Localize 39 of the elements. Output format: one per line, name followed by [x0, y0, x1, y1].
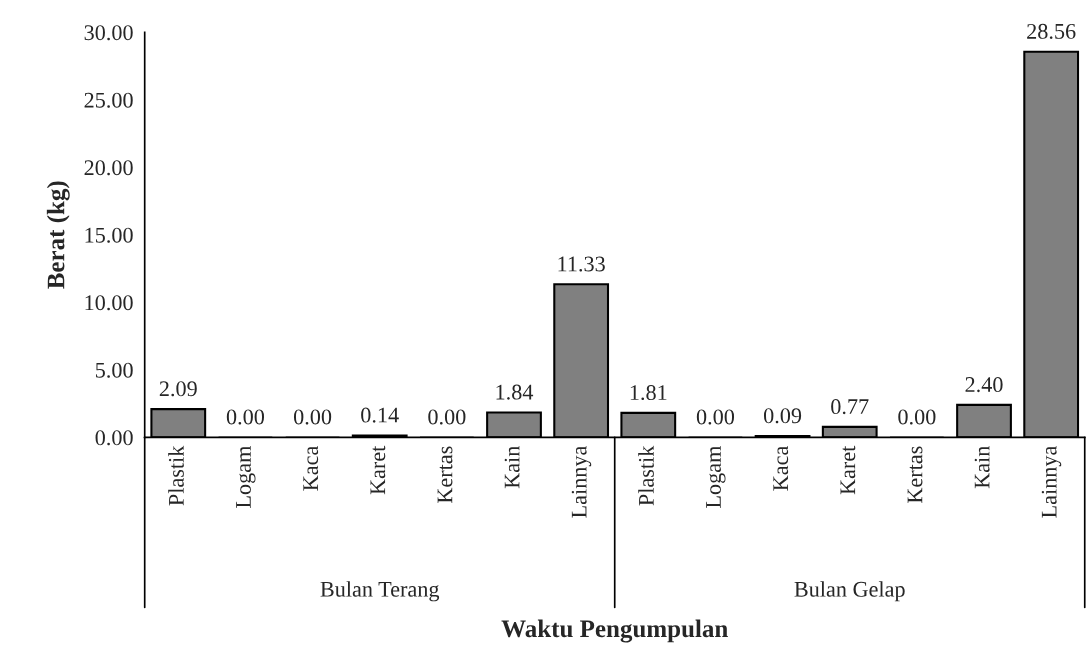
y-tick-label: 25.00: [84, 92, 133, 108]
data-label: 1.84: [496, 384, 534, 400]
y-axis-title: Berat (kg): [46, 181, 70, 289]
x-tick-label: Plastik: [168, 445, 184, 506]
x-tick-label: Logam: [706, 445, 726, 508]
x-tick-label: Karet: [370, 445, 386, 495]
data-label: 0.00: [226, 409, 265, 425]
data-label: 0.00: [898, 409, 936, 425]
data-label: 0.77: [831, 399, 869, 415]
x-tick-label: Kain: [504, 445, 520, 489]
data-label: 0.00: [696, 409, 735, 425]
data-label: 28.56: [1027, 23, 1076, 39]
x-tick-label: Kertas: [437, 446, 453, 503]
y-tick-label: 10.00: [85, 295, 133, 311]
text: Bulan Gelap: [794, 581, 905, 602]
data-label: 0.09: [763, 408, 802, 424]
x-tick-label: Kaca: [773, 445, 789, 491]
x-tick-label: Kain: [974, 445, 990, 489]
x-tick-label: Kaca: [303, 445, 319, 491]
y-tick-label: 5.00: [96, 362, 133, 378]
x-tick-label: Plastik: [638, 445, 654, 506]
x-axis-title: Waktu Pengumpulan: [501, 619, 728, 643]
data-label: 0.14: [361, 407, 399, 423]
x-tick-label: Lainnya: [1041, 445, 1062, 518]
x-tick-label: Kertas: [907, 446, 923, 503]
y-tick-label: 0.00: [95, 430, 133, 446]
y-tick-label: 30.00: [84, 25, 133, 41]
x-tick-label: Karet: [840, 445, 856, 495]
data-label: 0.00: [293, 409, 332, 425]
y-tick-label: 15.00: [85, 227, 133, 243]
data-label: 11.33: [558, 256, 605, 272]
y-tick-label: 20.00: [84, 160, 133, 176]
data-label: 2.40: [965, 377, 1003, 393]
x-tick-label: Lainnya: [571, 445, 592, 518]
text: Bulan Terang: [320, 581, 440, 602]
x-tick-label: Logam: [236, 445, 256, 508]
data-label: 1.81: [630, 385, 667, 401]
data-label: 2.09: [159, 381, 197, 397]
data-label: 0.00: [428, 409, 466, 425]
